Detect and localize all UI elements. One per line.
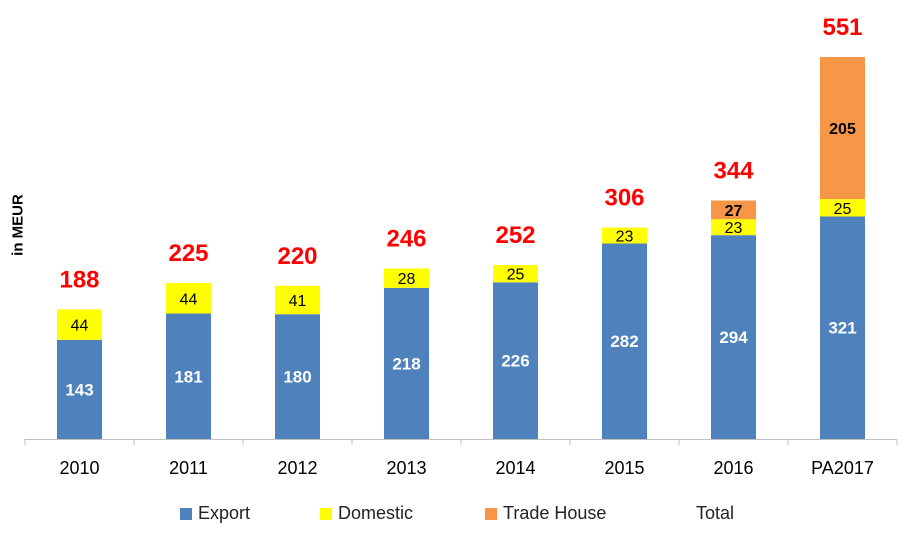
data-label-domestic: 25 (507, 267, 525, 284)
bars-layer (57, 57, 865, 439)
total-label: 252 (495, 222, 535, 249)
bar-domestic (275, 285, 320, 315)
total-label: 246 (386, 225, 426, 252)
bar-domestic (711, 219, 756, 236)
bar-export (711, 235, 756, 439)
data-label-export: 321 (828, 319, 856, 338)
x-tick-label: 2012 (277, 458, 317, 478)
legend-label: Domestic (338, 503, 414, 523)
bar-export (275, 314, 320, 439)
y-axis-label: in MEUR (8, 175, 28, 275)
x-tick-label: PA2017 (811, 458, 874, 478)
data-label-domestic: 23 (616, 229, 634, 246)
x-tick-label: 2011 (169, 458, 208, 478)
data-label-trade-house: 27 (725, 203, 743, 220)
data-label-export: 294 (719, 328, 748, 347)
x-tick-label: 2010 (59, 458, 99, 478)
legend-item-trade-house: Trade House (485, 503, 606, 524)
x-tick-label: 2013 (386, 458, 426, 478)
bar-domestic (602, 227, 647, 244)
data-label-export: 181 (174, 367, 202, 386)
legend-label: Trade House (503, 503, 607, 523)
total-label: 306 (604, 185, 644, 212)
x-axis: 2010 2011 2012 2013 2014 2015 2016 PA2017 (24, 439, 898, 478)
legend-item-domestic: Domestic (320, 503, 413, 524)
bar-trade-house (711, 200, 756, 220)
data-label-export: 226 (501, 352, 529, 371)
legend-swatch (485, 507, 497, 520)
bar-domestic (384, 268, 429, 288)
bar-export (820, 216, 865, 439)
data-label-export: 180 (283, 368, 311, 387)
bar-export (602, 243, 647, 439)
bar-domestic (820, 199, 865, 217)
x-tick-label: 2014 (495, 458, 535, 478)
bar-domestic (166, 283, 211, 314)
y-axis-label-text: in MEUR (9, 194, 27, 256)
data-label-domestic: 28 (398, 271, 416, 288)
legend-label: Total (696, 503, 735, 523)
bar-trade-house (820, 57, 865, 200)
data-label-domestic: 25 (834, 201, 852, 218)
data-label-export: 218 (392, 354, 420, 373)
data-label-domestic: 41 (289, 293, 307, 310)
data-label-domestic: 44 (180, 291, 198, 308)
legend-label: Export (198, 503, 251, 523)
bar-domestic (493, 264, 538, 283)
total-label: 551 (822, 14, 862, 41)
data-label-trade-house: 205 (829, 121, 856, 138)
labels-layer: 1434418818144225180412202182824622625252… (59, 14, 862, 399)
total-label: 220 (277, 243, 317, 270)
x-tick-label: 2015 (604, 458, 644, 478)
data-label-export: 282 (610, 332, 638, 351)
legend: Export Domestic Trade House Total (0, 503, 920, 527)
legend-item-total: Total (678, 503, 734, 524)
data-label-domestic: 44 (71, 318, 89, 335)
legend-item-export: Export (180, 503, 250, 524)
total-label: 225 (168, 240, 208, 267)
data-label-export: 143 (65, 380, 93, 399)
bar-export (57, 339, 102, 439)
bar-export (384, 287, 429, 439)
data-label-domestic: 23 (725, 220, 743, 237)
bar-export (493, 282, 538, 439)
total-label: 188 (59, 266, 99, 293)
total-label: 344 (713, 158, 754, 185)
legend-swatch (180, 507, 192, 520)
bar-export (166, 313, 211, 439)
legend-swatch (678, 508, 690, 520)
bar-domestic (57, 309, 102, 340)
legend-swatch (320, 507, 332, 520)
x-tick-label: 2016 (713, 458, 753, 478)
